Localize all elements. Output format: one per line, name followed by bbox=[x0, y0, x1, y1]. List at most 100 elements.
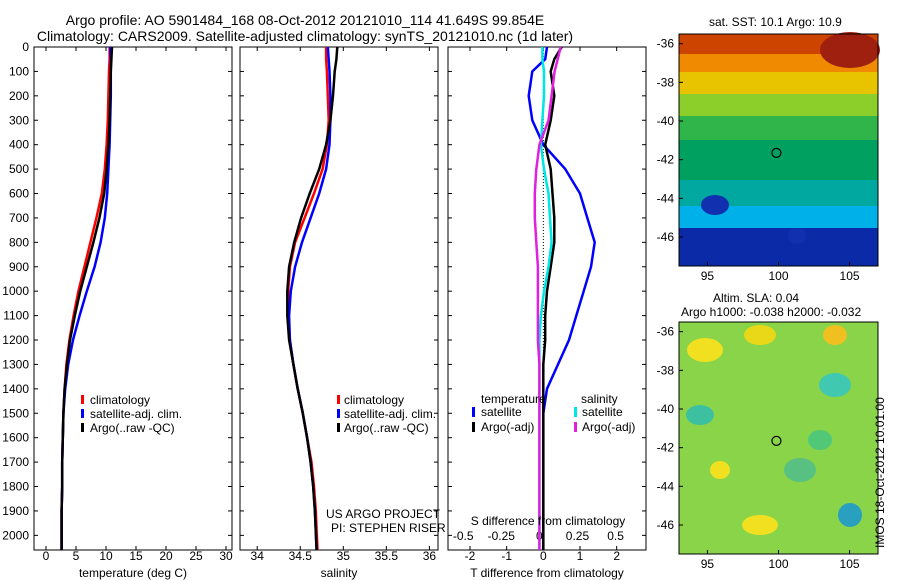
legend-swatch-s-argo bbox=[574, 422, 577, 432]
sla-title-line-1: Altim. SLA: 0.04 bbox=[713, 291, 800, 305]
t-difference-xlabel: T difference from climatology bbox=[470, 566, 624, 580]
sla-field bbox=[686, 325, 862, 535]
x-tick-label: 0 bbox=[540, 549, 547, 563]
legend-label-t-satellite: satellite bbox=[481, 405, 522, 419]
imos-timestamp: IMOS 18-Oct-2012 10:01:00 bbox=[873, 397, 887, 548]
legend-swatch-argo bbox=[337, 423, 340, 432]
sst-lon-axis: 95 100 105 bbox=[701, 262, 860, 283]
sla-anomaly-patch bbox=[742, 515, 778, 535]
lon-tick-label: 100 bbox=[768, 269, 788, 283]
lat-tick-label: -36 bbox=[657, 325, 675, 339]
legend-title-salinity: salinity bbox=[581, 392, 618, 406]
legend-label-argo: Argo(..raw -QC) bbox=[90, 421, 175, 435]
project-credit: US ARGO PROJECT bbox=[326, 507, 441, 521]
x-tick-label: 1 bbox=[577, 549, 584, 563]
x-tick-label: 35 bbox=[337, 549, 351, 563]
x-tick-label: 2 bbox=[613, 549, 620, 563]
lat-tick-label: -36 bbox=[657, 37, 675, 51]
legend-swatch-t-argo bbox=[472, 422, 475, 432]
lat-tick-label: -42 bbox=[657, 441, 675, 455]
series-line-argo-raw-qc- bbox=[60, 47, 114, 550]
x-tick-label: 25 bbox=[189, 549, 203, 563]
figure-title-line-2: Climatology: CARS2009. Satellite-adjuste… bbox=[36, 28, 574, 44]
depth-tick-label: 300 bbox=[9, 113, 29, 127]
sst-map: -36 -38 -40 -42 -44 -46 95 100 105 bbox=[657, 32, 880, 283]
depth-axis: 0 100 200 300 400 500 600 700 800 900 1000 1100 1200… bbox=[2, 40, 646, 542]
legend-swatch-satellite bbox=[337, 409, 340, 418]
sst-color-band bbox=[679, 116, 878, 140]
series-line-argo-raw-qc- bbox=[286, 47, 339, 550]
x-tick-label: 35.5 bbox=[375, 549, 399, 563]
series-line-argo-adj- bbox=[533, 47, 562, 550]
depth-tick-label: 400 bbox=[9, 138, 29, 152]
lat-tick-label: -42 bbox=[657, 153, 675, 167]
x-tick-label: 30 bbox=[219, 549, 233, 563]
temperature-legend: climatology satellite-adj. clim. Argo(..… bbox=[81, 393, 182, 435]
depth-tick-label: 800 bbox=[9, 235, 29, 249]
t-difference-x-axis: -2 -1 0 1 2 bbox=[465, 47, 620, 563]
x-tick-label: -2 bbox=[465, 549, 476, 563]
sla-anomaly-patch bbox=[808, 430, 832, 450]
sla-anomaly-patch bbox=[744, 325, 776, 345]
sst-cold-eddy bbox=[788, 228, 806, 244]
legend-label-satellite: satellite-adj. clim. bbox=[90, 407, 182, 421]
temperature-x-axis: 0 5 10 15 20 25 30 bbox=[43, 47, 233, 563]
depth-tick-label: 1600 bbox=[2, 431, 29, 445]
lon-tick-label: 105 bbox=[840, 269, 860, 283]
lat-tick-label: -46 bbox=[657, 230, 675, 244]
lon-tick-label: 105 bbox=[840, 557, 860, 571]
x-tick-label: 10 bbox=[99, 549, 113, 563]
temperature-profiles bbox=[60, 47, 114, 550]
sst-color-band bbox=[679, 94, 878, 116]
depth-tick-label: 1900 bbox=[2, 504, 29, 518]
sla-lon-axis: 95 100 105 bbox=[701, 550, 860, 571]
depth-tick-label: 700 bbox=[9, 211, 29, 225]
legend-label-satellite: satellite-adj. clim. bbox=[344, 407, 436, 421]
depth-tick-label: 1700 bbox=[2, 455, 29, 469]
sla-anomaly-patch bbox=[838, 503, 862, 527]
temperature-axes bbox=[33, 46, 233, 551]
sst-color-band bbox=[679, 228, 878, 266]
depth-tick-label: 1000 bbox=[2, 284, 29, 298]
lat-tick-label: -44 bbox=[657, 479, 675, 493]
argo-float-marker bbox=[771, 435, 782, 446]
depth-tick-label: 500 bbox=[9, 162, 29, 176]
lat-tick-label: -46 bbox=[657, 518, 675, 532]
sla-anomaly-patch bbox=[823, 325, 847, 345]
sst-map-title: sat. SST: 10.1 Argo: 10.9 bbox=[709, 15, 842, 29]
x-tick-label: 0 bbox=[43, 549, 50, 563]
legend-swatch-argo bbox=[81, 423, 84, 432]
x-tick-label: 20 bbox=[159, 549, 173, 563]
sla-anomaly-patch bbox=[710, 461, 730, 479]
figure-title-line-1: Argo profile: AO 5901484_168 08-Oct-2012… bbox=[65, 12, 545, 28]
x-tick-label: -0.25 bbox=[488, 529, 516, 543]
x-tick-label: -0.5 bbox=[453, 529, 474, 543]
depth-tick-label: 1100 bbox=[3, 309, 29, 323]
difference-legend: temperature salinity satellite Argo(-adj… bbox=[472, 392, 635, 434]
sst-warm-patch bbox=[820, 32, 880, 68]
depth-tick-label: 600 bbox=[9, 187, 29, 201]
sst-field bbox=[679, 32, 880, 266]
legend-title-temperature: temperature bbox=[481, 392, 546, 406]
sst-color-band bbox=[679, 206, 878, 228]
legend-swatch-climatology bbox=[337, 395, 340, 404]
sla-map: -36 -38 -40 -42 -44 -46 95 100 105 bbox=[657, 321, 879, 571]
x-tick-label: 34.5 bbox=[289, 549, 313, 563]
lat-tick-label: -38 bbox=[657, 75, 675, 89]
sla-anomaly-patch bbox=[784, 458, 816, 482]
depth-tick-label: 1500 bbox=[2, 406, 29, 420]
lat-tick-label: -40 bbox=[657, 114, 675, 128]
legend-label-t-argo: Argo(-adj) bbox=[481, 420, 534, 434]
depth-tick-label: 0 bbox=[22, 40, 29, 54]
s-difference-xlabel: S difference from climatology bbox=[471, 514, 626, 528]
x-tick-label: 34 bbox=[251, 549, 265, 563]
sst-color-band bbox=[679, 72, 878, 94]
depth-tick-label: 1300 bbox=[2, 357, 29, 371]
lon-tick-label: 100 bbox=[768, 557, 788, 571]
lon-tick-label: 95 bbox=[701, 557, 715, 571]
legend-label-climatology: climatology bbox=[90, 393, 150, 407]
lat-tick-label: -44 bbox=[657, 191, 675, 205]
sst-color-band bbox=[679, 140, 878, 180]
legend-swatch-t-satellite bbox=[472, 407, 475, 417]
x-tick-label: 0.5 bbox=[607, 529, 624, 543]
